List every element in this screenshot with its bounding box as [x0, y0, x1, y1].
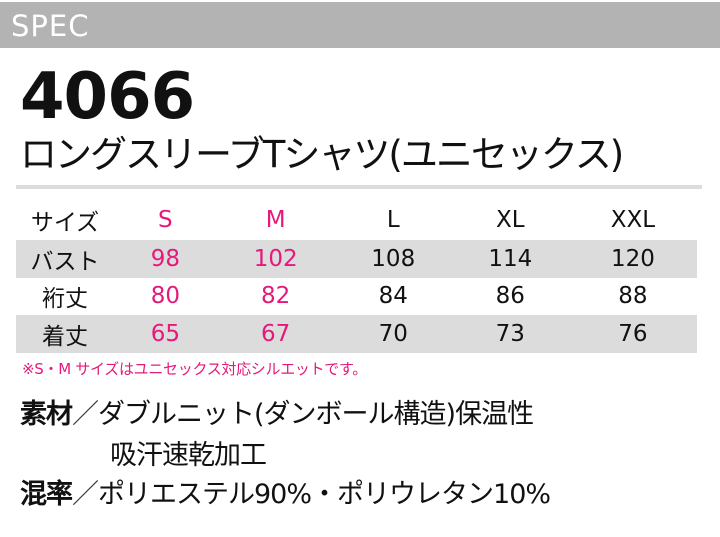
size-s: S [158, 207, 173, 233]
table-row-bust: バスト 98 102 108 114 120 [16, 240, 697, 278]
material-separator: ／ [72, 399, 99, 430]
spec-header-label: SPEC [11, 9, 90, 43]
blend-separator: ／ [72, 479, 99, 510]
table-cell: 84 [378, 283, 408, 310]
table-cell: 114 [451, 240, 569, 278]
size-table: サイズ S M L XL XXL バスト 98 102 108 114 120 … [16, 200, 697, 353]
size-xl: XL [495, 207, 525, 233]
table-cell: 76 [568, 315, 697, 353]
table-cell: 65 [114, 315, 217, 353]
divider [16, 185, 702, 189]
size-m: M [265, 207, 286, 233]
product-name: ロングスリーブTシャツ(ユニセックス) [20, 133, 624, 176]
table-cell: 70 [334, 315, 452, 353]
row-label: 裄丈 [42, 286, 89, 313]
size-header-row: サイズ S M L XL XXL [16, 200, 697, 240]
table-cell: 102 [216, 240, 335, 278]
material-line-2: 吸汗速乾加工 [110, 439, 267, 473]
size-note: ※S・M サイズはユニセックス対応シルエットです。 [22, 360, 367, 378]
size-xxl: XXL [610, 207, 656, 233]
row-label: 着丈 [16, 315, 115, 353]
material-value: ダブルニット(ダンボール構造)保温性 [98, 399, 534, 430]
table-cell: 67 [216, 315, 335, 353]
table-cell: 86 [495, 283, 525, 310]
blend-line: 混率／ポリエステル90%・ポリウレタン10% [20, 478, 551, 512]
material-value-2: 吸汗速乾加工 [110, 440, 267, 471]
blend-value: ポリエステル90%・ポリウレタン10% [98, 479, 551, 510]
material-line: 素材／ダブルニット(ダンボール構造)保温性 [20, 398, 534, 432]
table-cell: 80 [150, 283, 180, 310]
table-row-sleeve: 裄丈 80 82 84 86 88 [16, 278, 697, 316]
table-cell: 88 [618, 283, 648, 310]
size-header-label: サイズ [30, 210, 100, 236]
table-row-length: 着丈 65 67 70 73 76 [16, 315, 697, 353]
table-cell: 108 [334, 240, 452, 278]
size-l: L [386, 207, 400, 233]
table-cell: 120 [568, 240, 697, 278]
row-label: バスト [16, 240, 115, 278]
blend-key: 混率 [20, 479, 73, 510]
spec-header-bar: SPEC [0, 2, 720, 48]
material-key: 素材 [20, 399, 73, 430]
model-number: 4066 [20, 60, 195, 134]
table-cell: 82 [261, 283, 291, 310]
table-cell: 73 [451, 315, 569, 353]
table-cell: 98 [114, 240, 217, 278]
